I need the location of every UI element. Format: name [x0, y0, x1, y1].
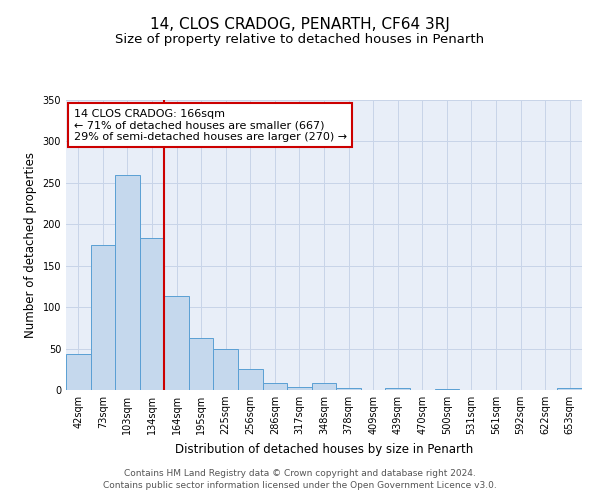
Text: 14, CLOS CRADOG, PENARTH, CF64 3RJ: 14, CLOS CRADOG, PENARTH, CF64 3RJ	[150, 18, 450, 32]
Bar	[385, 388, 410, 390]
Bar	[287, 386, 312, 390]
Bar	[115, 174, 140, 390]
Text: Contains HM Land Registry data © Crown copyright and database right 2024.
Contai: Contains HM Land Registry data © Crown c…	[103, 468, 497, 490]
Bar	[434, 389, 459, 390]
Bar	[189, 338, 214, 390]
Bar	[336, 388, 361, 390]
Bar	[238, 370, 263, 390]
Bar	[263, 384, 287, 390]
Y-axis label: Number of detached properties: Number of detached properties	[24, 152, 37, 338]
Bar	[66, 354, 91, 390]
Bar	[312, 382, 336, 390]
Bar	[140, 238, 164, 390]
Bar	[214, 348, 238, 390]
Bar	[557, 388, 582, 390]
Text: Size of property relative to detached houses in Penarth: Size of property relative to detached ho…	[115, 32, 485, 46]
Text: 14 CLOS CRADOG: 166sqm
← 71% of detached houses are smaller (667)
29% of semi-de: 14 CLOS CRADOG: 166sqm ← 71% of detached…	[74, 108, 347, 142]
Bar	[91, 245, 115, 390]
Bar	[164, 296, 189, 390]
X-axis label: Distribution of detached houses by size in Penarth: Distribution of detached houses by size …	[175, 442, 473, 456]
